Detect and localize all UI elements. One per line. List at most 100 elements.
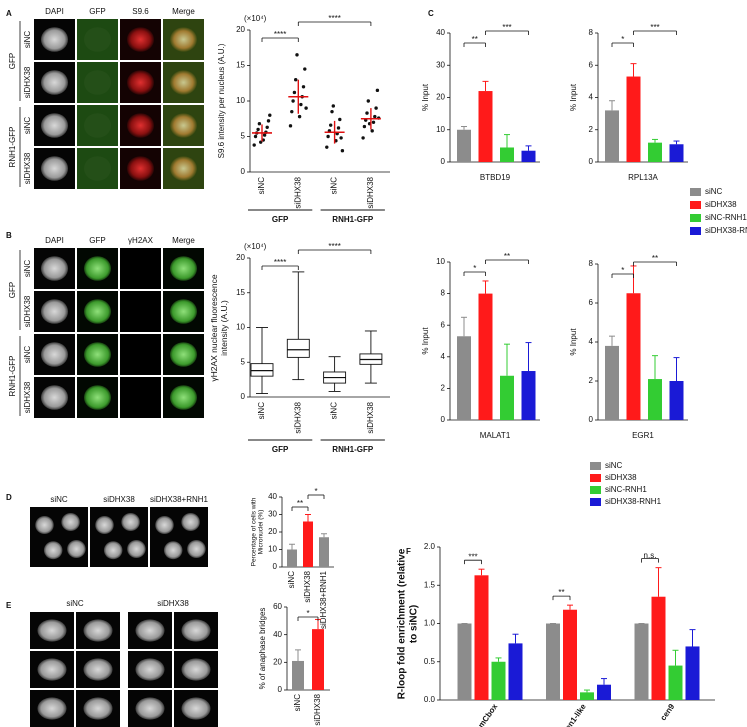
nucleus: [126, 70, 155, 95]
y-tick-label: 4: [441, 352, 446, 361]
bar: [491, 661, 506, 700]
nucleus: [83, 697, 113, 720]
data-point: [262, 133, 267, 137]
data-point: [365, 111, 369, 115]
y-tick-label: 10: [436, 257, 445, 266]
y-axis-label: Percentage of cells with Micronuclei (%): [250, 497, 265, 567]
nucleus: [83, 113, 112, 138]
y-tick-label: 0.0: [424, 695, 436, 704]
y-axis-label: % of anaphase bridges: [258, 608, 267, 690]
y-tick-label: 40: [436, 28, 445, 37]
nucleus: [83, 156, 112, 181]
nucleus: [37, 619, 67, 642]
image-row-label: siDHX38: [23, 152, 32, 184]
y-tick-label: 0: [241, 167, 246, 176]
bar: [580, 692, 594, 700]
data-point: [252, 143, 256, 147]
panel-letter: B: [6, 231, 12, 240]
image-row-label: siDHX38: [23, 66, 32, 98]
nucleus: [163, 541, 183, 560]
significance-label: *: [473, 264, 476, 273]
nucleus: [40, 342, 69, 367]
nucleus: [127, 540, 146, 558]
image-row-label: siDHX38: [23, 381, 32, 413]
legend-label: siDHX38: [605, 473, 637, 482]
bar: [685, 646, 700, 700]
nucleus: [83, 27, 112, 52]
nucleus: [40, 113, 69, 138]
y-axis-label: R-loop fold enrichment (relative to siNC…: [396, 548, 420, 699]
bar: [478, 293, 493, 420]
y-tick-label: 30: [268, 510, 277, 519]
y-axis-label: % Input: [421, 83, 430, 111]
data-point: [265, 125, 269, 129]
image-column-label: GFP: [89, 7, 105, 16]
box: [286, 338, 310, 358]
significance-label: *: [306, 609, 309, 618]
y-tick-label: 4: [589, 337, 594, 346]
bar: [563, 609, 577, 700]
y-tick-label: 10: [436, 125, 445, 134]
data-point: [366, 99, 370, 103]
y-tick-label: 60: [273, 602, 282, 611]
x-tick-label: siNC: [257, 177, 266, 195]
nucleus: [169, 299, 198, 324]
nucleus: [126, 27, 155, 52]
y-tick-label: 20: [273, 657, 282, 666]
legend-swatch: [590, 474, 601, 482]
nucleus: [61, 513, 80, 531]
nucleus: [169, 385, 198, 410]
micrograph: [150, 507, 208, 567]
bar: [474, 575, 489, 700]
y-tick-label: 0: [589, 157, 594, 166]
y-tick-label: 20: [236, 25, 245, 34]
x-tick-label: siNC: [330, 177, 339, 195]
data-point: [362, 124, 367, 129]
data-point: [304, 106, 308, 110]
nucleus: [169, 342, 198, 367]
y-tick-label: 15: [236, 288, 245, 297]
group-label: GFP: [272, 445, 289, 454]
data-point: [325, 145, 329, 149]
image-column-label: siNC: [50, 495, 68, 504]
nucleus: [169, 70, 198, 95]
panel-letter: F: [406, 547, 411, 556]
significance-label: **: [652, 254, 658, 263]
y-axis-label: % Input: [421, 327, 430, 355]
data-point: [294, 78, 298, 82]
image-row-label: siNC: [23, 31, 32, 49]
bar: [597, 684, 611, 700]
x-tick-label: cen1-like: [561, 702, 588, 727]
y-tick-label: 40: [273, 630, 282, 639]
bar: [457, 623, 472, 700]
nucleus: [83, 256, 112, 281]
x-tick-label: siDHX38: [293, 401, 302, 433]
image-column-label: GFP: [89, 236, 105, 245]
box: [250, 363, 274, 377]
x-tick-label: siNC: [293, 694, 302, 712]
nucleus: [181, 697, 211, 720]
bar: [303, 521, 313, 567]
data-point: [253, 134, 258, 139]
image-column-label: siNC: [66, 599, 84, 608]
image-column-label: DAPI: [45, 7, 64, 16]
y-unit: (×10⁴): [244, 242, 267, 251]
x-tick-label: siDHX38: [313, 693, 322, 725]
image-group-label: GFP: [8, 282, 17, 298]
bar: [287, 549, 297, 567]
image-column-label: siDHX38: [103, 495, 135, 504]
legend-label: siNC-RNH1: [705, 213, 747, 222]
y-axis-label: S9.6 intensity per nucleus (A.U.): [217, 43, 226, 158]
legend-label: siNC-RNH1: [605, 485, 647, 494]
y-tick-label: 0: [589, 415, 594, 424]
significance-label: ****: [274, 30, 286, 39]
nucleus: [67, 540, 86, 558]
significance-label: ***: [650, 23, 659, 32]
bar: [521, 150, 536, 162]
data-point: [370, 129, 374, 133]
y-tick-label: 2: [441, 384, 446, 393]
data-point: [331, 104, 335, 108]
data-point: [288, 124, 293, 128]
legend-swatch: [690, 188, 701, 196]
